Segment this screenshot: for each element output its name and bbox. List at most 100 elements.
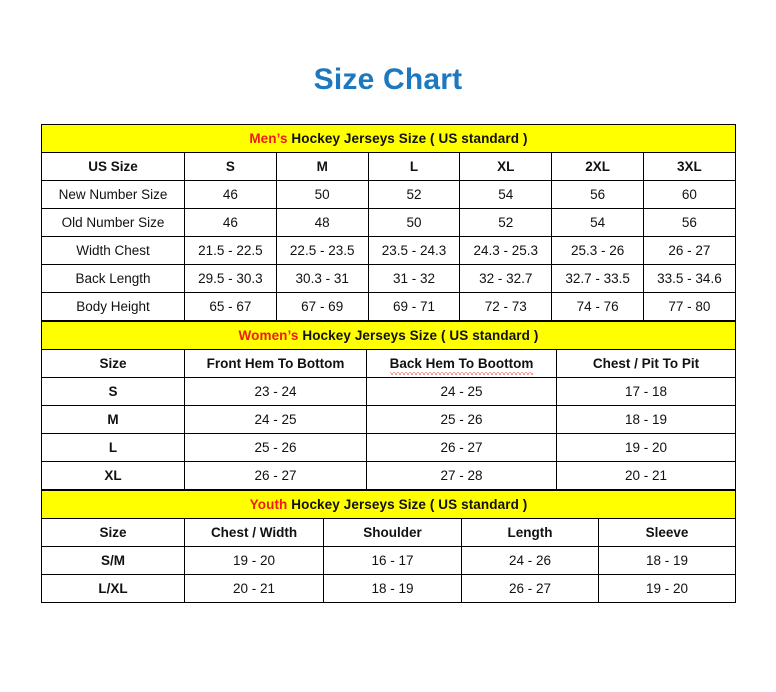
- mens-cell-4-4: 74 - 76: [551, 292, 644, 321]
- womens-col-header-1: Front Hem To Bottom: [184, 349, 367, 378]
- mens-cell-2-4: 25.3 - 26: [551, 236, 644, 265]
- youth-col-header-2: Shoulder: [323, 518, 462, 547]
- mens-row-label-4: Body Height: [41, 292, 185, 321]
- youth-row-label-1: L/XL: [41, 574, 185, 603]
- table-row: S 23 - 24 24 - 25 17 - 18: [41, 377, 736, 406]
- table-row: Old Number Size 46 48 50 52 54 56: [41, 208, 736, 237]
- youth-cell-1-3: 19 - 20: [597, 574, 737, 603]
- mens-cell-1-5: 56: [642, 208, 736, 237]
- mens-col-header-0: US Size: [41, 152, 185, 181]
- size-tables-container: Men’s Hockey Jerseys Size ( US standard …: [40, 124, 737, 603]
- mens-cell-0-2: 52: [367, 180, 461, 209]
- womens-row-label-2: L: [41, 433, 185, 462]
- mens-cell-2-0: 21.5 - 22.5: [184, 236, 277, 265]
- mens-col-header-4: XL: [459, 152, 553, 181]
- youth-section-header: Youth Hockey Jerseys Size ( US standard …: [40, 490, 737, 519]
- mens-cell-3-0: 29.5 - 30.3: [184, 264, 277, 293]
- mens-cell-1-2: 50: [367, 208, 461, 237]
- mens-cell-4-5: 77 - 80: [642, 292, 736, 321]
- youth-column-header-row: Size Chest / Width Shoulder Length Sleev…: [41, 518, 737, 547]
- mens-col-header-6: 3XL: [642, 152, 736, 181]
- mens-cell-0-3: 54: [459, 180, 553, 209]
- mens-cell-0-5: 60: [642, 180, 736, 209]
- youth-cell-0-1: 16 - 17: [323, 546, 462, 575]
- mens-cell-1-4: 54: [551, 208, 644, 237]
- mens-row-label-2: Width Chest: [41, 236, 185, 265]
- table-row: Body Height 65 - 67 67 - 69 69 - 71 72 -…: [41, 292, 736, 321]
- womens-size-table: Women’s Hockey Jerseys Size ( US standar…: [41, 321, 736, 490]
- womens-section-header: Women’s Hockey Jerseys Size ( US standar…: [41, 321, 736, 350]
- mens-header-rest: Hockey Jerseys Size ( US standard ): [287, 130, 528, 146]
- mens-row-label-0: New Number Size: [41, 180, 185, 209]
- mens-cell-4-1: 67 - 69: [275, 292, 369, 321]
- mens-cell-0-4: 56: [551, 180, 644, 209]
- mens-size-table: Men’s Hockey Jerseys Size ( US standard …: [41, 124, 736, 321]
- youth-cell-1-0: 20 - 21: [184, 574, 324, 603]
- mens-cell-4-2: 69 - 71: [367, 292, 461, 321]
- mens-cell-3-2: 31 - 32: [367, 264, 461, 293]
- mens-cell-2-2: 23.5 - 24.3: [367, 236, 461, 265]
- mens-cell-1-1: 48: [275, 208, 369, 237]
- womens-cell-2-1: 26 - 27: [366, 433, 557, 462]
- womens-cell-2-0: 25 - 26: [184, 433, 367, 462]
- womens-col-header-2-text: Back Hem To Boottom: [389, 355, 534, 375]
- mens-row-label-1: Old Number Size: [41, 208, 185, 237]
- womens-cell-3-0: 26 - 27: [184, 461, 367, 490]
- youth-cell-1-2: 26 - 27: [461, 574, 599, 603]
- table-row: Back Length 29.5 - 30.3 30.3 - 31 31 - 3…: [41, 264, 736, 293]
- youth-col-header-0: Size: [41, 518, 185, 547]
- youth-cell-0-3: 18 - 19: [597, 546, 737, 575]
- table-row: Width Chest 21.5 - 22.5 22.5 - 23.5 23.5…: [41, 236, 736, 265]
- womens-cell-1-0: 24 - 25: [184, 405, 367, 434]
- mens-cell-4-3: 72 - 73: [459, 292, 553, 321]
- mens-cell-2-5: 26 - 27: [642, 236, 736, 265]
- mens-col-header-3: L: [367, 152, 461, 181]
- mens-col-header-2: M: [275, 152, 369, 181]
- table-row: New Number Size 46 50 52 54 56 60: [41, 180, 736, 209]
- youth-row-label-0: S/M: [41, 546, 185, 575]
- youth-header-rest: Hockey Jerseys Size ( US standard ): [287, 496, 528, 512]
- womens-cell-1-1: 25 - 26: [366, 405, 557, 434]
- womens-cell-1-2: 18 - 19: [556, 405, 736, 434]
- mens-col-header-5: 2XL: [551, 152, 644, 181]
- womens-cell-0-0: 23 - 24: [184, 377, 367, 406]
- youth-size-table: Youth Hockey Jerseys Size ( US standard …: [40, 490, 737, 603]
- mens-cell-4-0: 65 - 67: [184, 292, 277, 321]
- mens-cell-3-3: 32 - 32.7: [459, 264, 553, 293]
- womens-cell-0-1: 24 - 25: [366, 377, 557, 406]
- table-row: L 25 - 26 26 - 27 19 - 20: [41, 433, 736, 462]
- youth-header-accent: Youth: [249, 496, 288, 512]
- womens-row-label-0: S: [41, 377, 185, 406]
- table-row: XL 26 - 27 27 - 28 20 - 21: [41, 461, 736, 490]
- mens-header-accent: Men’s: [249, 130, 288, 146]
- mens-cell-3-5: 33.5 - 34.6: [642, 264, 736, 293]
- mens-column-header-row: US Size S M L XL 2XL 3XL: [41, 152, 736, 181]
- youth-col-header-4: Sleeve: [597, 518, 737, 547]
- page-title: Size Chart: [313, 63, 463, 96]
- youth-col-header-1: Chest / Width: [184, 518, 324, 547]
- mens-cell-3-4: 32.7 - 33.5: [551, 264, 644, 293]
- womens-header-rest: Hockey Jerseys Size ( US standard ): [298, 327, 539, 343]
- youth-cell-1-1: 18 - 19: [323, 574, 462, 603]
- youth-cell-0-0: 19 - 20: [184, 546, 324, 575]
- womens-col-header-0: Size: [41, 349, 185, 378]
- mens-cell-3-1: 30.3 - 31: [275, 264, 369, 293]
- mens-section-header: Men’s Hockey Jerseys Size ( US standard …: [41, 124, 736, 153]
- mens-cell-2-1: 22.5 - 23.5: [275, 236, 369, 265]
- mens-cell-1-3: 52: [459, 208, 553, 237]
- womens-section-header-row: Women’s Hockey Jerseys Size ( US standar…: [41, 321, 736, 350]
- youth-section-header-row: Youth Hockey Jerseys Size ( US standard …: [40, 490, 737, 519]
- womens-cell-0-2: 17 - 18: [556, 377, 736, 406]
- mens-col-header-1: S: [184, 152, 277, 181]
- womens-column-header-row: Size Front Hem To Bottom Back Hem To Boo…: [41, 349, 736, 378]
- mens-cell-2-3: 24.3 - 25.3: [459, 236, 553, 265]
- womens-cell-3-2: 20 - 21: [556, 461, 736, 490]
- womens-col-header-3: Chest / Pit To Pit: [556, 349, 736, 378]
- womens-cell-2-2: 19 - 20: [556, 433, 736, 462]
- womens-row-label-3: XL: [41, 461, 185, 490]
- youth-col-header-3: Length: [461, 518, 599, 547]
- womens-row-label-1: M: [41, 405, 185, 434]
- mens-cell-0-0: 46: [184, 180, 277, 209]
- mens-cell-1-0: 46: [184, 208, 277, 237]
- womens-header-accent: Women’s: [238, 327, 299, 343]
